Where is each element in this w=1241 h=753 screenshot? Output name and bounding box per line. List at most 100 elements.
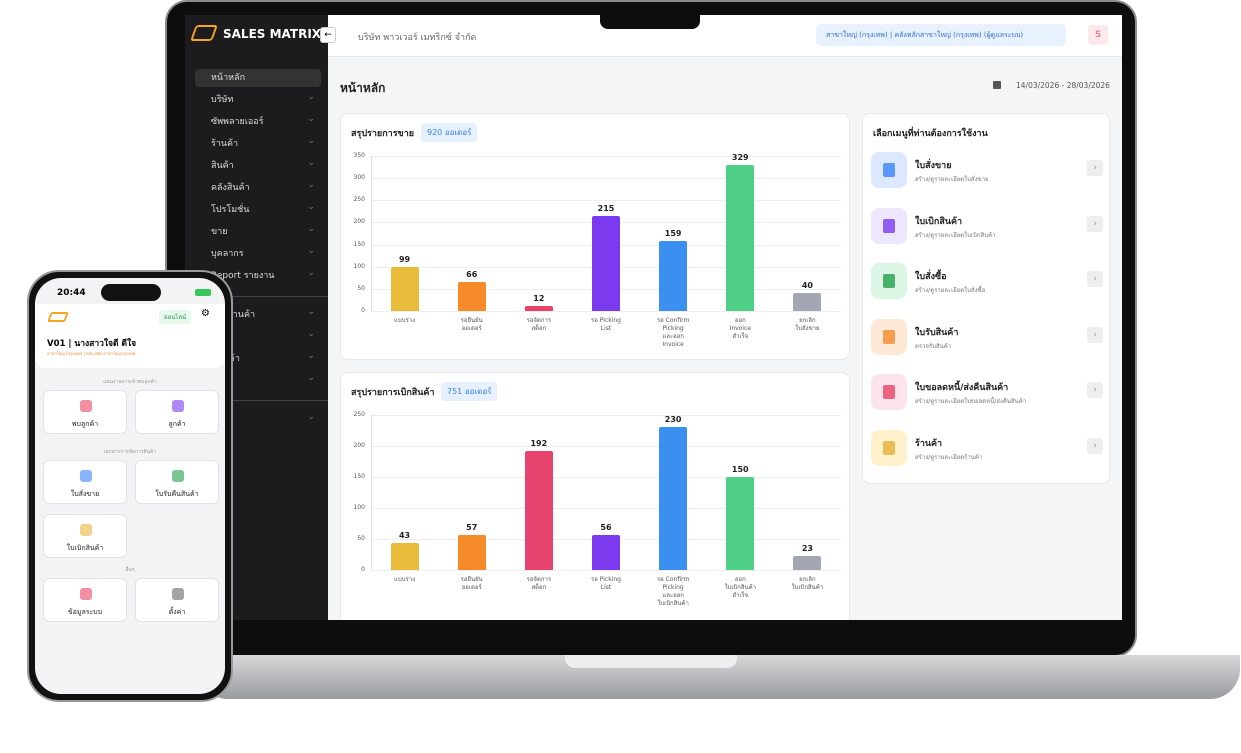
menu-item-desc: สร้าง/ดูรายละเอียดใบสั่งซื้อ [915,287,986,294]
tile-icon [80,400,92,412]
date-range[interactable]: 14/03/2026 - 28/03/2026 [1016,81,1110,90]
menu-item-title: ใบสั่งซื้อ [915,272,947,282]
phone-tile[interactable]: พบลูกค้า [43,390,127,434]
y-tick-label: 200 [353,442,365,449]
data-label: 23 [801,543,813,553]
menu-item[interactable]: ใบรับสินค้า ตรวจรับสินค้า › [871,318,1103,365]
menu-item-desc: สร้าง/ดูรายละเอียดร้านค้า [915,453,983,461]
bar[interactable] [793,293,822,311]
sidebar-item[interactable]: หน้าหลัก [195,69,321,87]
y-tick-label: 300 [353,174,365,182]
sidebar-item[interactable]: ภาพร้านค้า [195,303,321,324]
grid-line [371,446,841,447]
bar[interactable] [390,543,419,570]
grid-line [371,311,841,312]
avatar[interactable]: S [1088,25,1108,45]
phone-tile[interactable]: ใบเบิกสินค้า [43,514,127,558]
y-tick-label: 200 [353,218,365,226]
logo [190,25,218,41]
phone-tile[interactable]: ใบรับคืนสินค้า [135,460,219,504]
bar[interactable] [592,535,620,570]
sidebar-item[interactable]: คลังสินค้า [195,176,321,197]
menu-icon-glyph [883,218,895,233]
chart-badge: 920 ออเดอร์ [421,123,478,142]
sidebar-item[interactable]: โปรโมชั่น [195,198,321,219]
phone-tile[interactable]: ลูกค้า [135,390,219,434]
data-label: 12 [533,293,545,303]
tile-icon [80,470,92,482]
user-branch: สาขาใหญ่ (กรุงเทพ) | คลัง ผลิต สาขาใหญ่ … [47,351,136,356]
menu-item[interactable]: ใบสั่งขาย สร้าง/ดูรายละเอียดใบสั่งขาย › [871,152,1103,198]
sidebar-item[interactable]: สินค้า [195,154,321,175]
x-tick-label: แบบร่าง [394,576,416,583]
menu-icon-glyph [883,163,895,177]
bar[interactable] [659,240,688,311]
bar[interactable] [457,534,486,570]
menu-item[interactable]: ใบเบิกสินค้า สร้าง/ดูรายละเอียดใบเบิกสินค… [871,207,1103,254]
menu-item[interactable]: ใบสั่งซื้อสร้าง/ดูรายละเอียดใบสั่งซื้อ › [871,263,1103,309]
tile-icon [172,400,184,412]
y-tick-label: 0 [361,566,365,573]
menu-icon [871,263,907,299]
menu-icon-glyph [883,329,895,344]
bar[interactable] [390,267,419,311]
sidebar-item[interactable]: บุคลากร [195,242,321,263]
page-title: หน้าหลัก [340,81,386,95]
bar[interactable] [726,165,755,311]
bar[interactable] [457,281,486,311]
calendar-icon [993,81,1001,89]
sidebar-item[interactable]: Report รายงาน [195,264,321,285]
tile-icon [80,588,92,600]
bar[interactable] [592,215,620,311]
menu-arrow: › [1087,215,1103,232]
collapse-button[interactable]: ← [320,27,336,43]
bar[interactable] [659,427,688,570]
x-tick-label: ยกเลิก ใบเบิกสินค้า [791,576,824,591]
y-tick-label: 50 [357,535,365,542]
menu-item[interactable]: ร้านค้า สร้าง/ดูรายละเอียดร้านค้า › [871,429,1103,476]
chart-title: สรุปรายการเบิกสินค้า [351,388,435,398]
data-label: 329 [731,153,749,163]
data-label: 150 [731,465,749,474]
phone-header: ออนไลน์ ⚙ V01 | นางสาวใจดี ดีใจ สาขาใหญ่… [35,304,225,368]
y-axis [371,156,372,311]
x-tick-label: รอจัดการ สต็อก [526,317,552,332]
phone-tile[interactable]: ข้อมูลระบบ [43,578,127,622]
phone-screen: 20:44 ออนไลน์ ⚙ V01 | นางสาวใจดี ดีใจ สา… [35,278,225,694]
grid-line [371,156,841,157]
bar[interactable] [793,555,822,570]
bar[interactable] [726,477,755,570]
data-label: 192 [530,438,548,448]
menu-icon [871,152,907,188]
menu-item-desc: สร้าง/ดูรายละเอียดใบขอลดหนี้/ส่งคืนสินค้… [915,398,1027,405]
branch-selector[interactable]: สาขาใหญ่ (กรุงเทพ) | คลังหลักสาขาใหญ่ (ก… [816,24,1066,46]
menu-item-title: ใบรับสินค้า [915,327,959,338]
menu-item[interactable]: ใบขอลดหนี้/ส่งคืนสินค้า สร้าง/ดูรายละเอีย… [871,374,1103,420]
x-tick-label: รอ Confirm Picking และออก ใบเบิกสินค้า [656,576,690,607]
sidebar-item[interactable]: ขาย [195,220,321,241]
bar[interactable] [524,450,553,570]
data-label: 159 [664,228,682,238]
sidebar-item[interactable]: ร้านค้า [195,132,321,153]
grid-line [371,200,841,202]
settings-icon[interactable]: ⚙ [201,308,210,319]
online-badge: ออนไลน์ [159,310,192,324]
sidebar-item[interactable]: ซัพพลายเออร์ [195,110,321,131]
x-tick-label: ออก Invoice สำเร็จ [729,317,751,340]
user-name: V01 | นางสาวใจดี ดีใจ [47,339,137,349]
menu-arrow: › [1087,160,1103,176]
menu-icon-glyph [883,440,895,455]
menu-arrow: › [1087,437,1103,454]
bar[interactable] [524,305,553,311]
menu-arrow: › [1087,326,1103,343]
menu-item-title: ใบสั่งขาย [915,161,952,171]
sidebar-item[interactable]: บริษัท [195,88,321,109]
menu-arrow: › [1087,271,1103,287]
phone-tile[interactable]: ใบสั่งขาย [43,460,127,504]
data-label: 215 [597,203,615,213]
y-tick-label: 100 [353,504,365,511]
phone-tile[interactable]: ตั้งค่า [135,578,219,622]
divider [185,400,328,401]
tile-icon [80,524,92,536]
